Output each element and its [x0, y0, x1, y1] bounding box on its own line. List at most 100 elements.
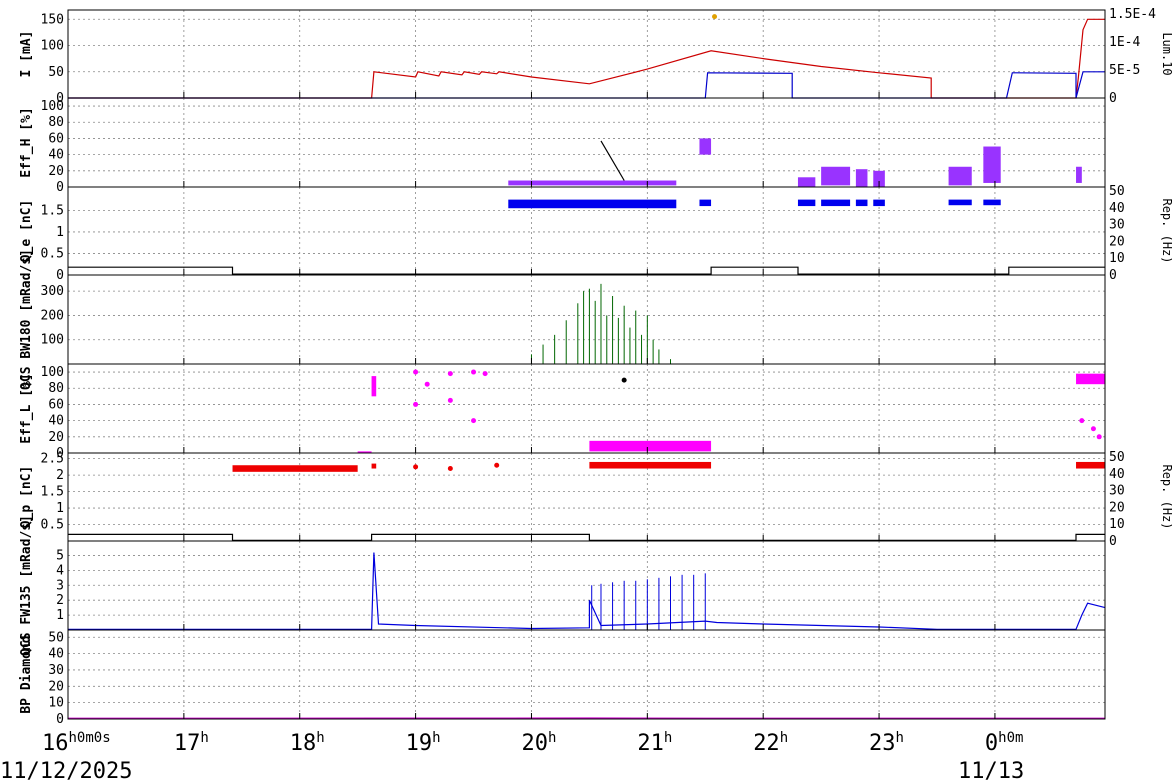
- data-band: [873, 170, 885, 187]
- y-tick-label: 2: [56, 468, 64, 483]
- right-tick-label: 40: [1109, 201, 1125, 216]
- series-qp-1: [68, 533, 1105, 541]
- y-tick-label: 50: [48, 65, 64, 80]
- right-tick-label: 0: [1109, 534, 1117, 549]
- data-point: [1079, 418, 1085, 424]
- series-effl-0: [357, 369, 1105, 454]
- time-tick-label: 23h: [869, 730, 904, 756]
- series-qcsfw-0: [68, 552, 1106, 630]
- data-band: [797, 177, 816, 187]
- y-tick-label: 0: [56, 712, 64, 727]
- data-band: [1076, 373, 1105, 385]
- y-tick-label: 100: [41, 365, 64, 380]
- data-line: [600, 140, 625, 181]
- right-tick-label: 30: [1109, 218, 1125, 233]
- series-qe-0: [508, 199, 1001, 209]
- y-tick-label: 0: [56, 446, 64, 461]
- panel-qcsbw: 100 200 300 QCS BW180 [mRad/s]: [19, 249, 1106, 390]
- time-tick-label: 21h: [637, 730, 672, 756]
- right-axis-label: Lum.10: [1160, 32, 1172, 75]
- data-band: [508, 199, 677, 209]
- series-effl-1: [621, 377, 627, 383]
- data-band: [821, 199, 851, 207]
- y-tick-label: 0: [56, 268, 64, 283]
- y-tick-label: 2.5: [41, 452, 64, 467]
- right-tick-label: 1E-4: [1109, 35, 1140, 50]
- data-point: [413, 464, 419, 470]
- y-tick-label: 60: [48, 397, 64, 412]
- y-tick-label: 100: [41, 39, 64, 54]
- y-tick-label: 1.5: [41, 203, 64, 218]
- y-tick-label: 20: [48, 164, 64, 179]
- y-tick-label: 80: [48, 381, 64, 396]
- time-tick-label: 16h0m0s: [42, 730, 111, 756]
- data-point: [471, 418, 477, 424]
- right-tick-label: 5E-5: [1109, 63, 1140, 78]
- right-axis-label: Rep. (Hz): [1160, 198, 1172, 263]
- y-tick-label: 150: [41, 12, 64, 27]
- right-tick-label: 10: [1109, 251, 1125, 266]
- y-tick-label: 2: [56, 593, 64, 608]
- data-point: [447, 371, 453, 377]
- data-band: [855, 199, 868, 207]
- y-axis-label: Eff_H [%]: [19, 107, 34, 177]
- time-tick-label: 19h: [406, 730, 441, 756]
- data-band: [357, 451, 372, 454]
- data-point: [1096, 434, 1102, 440]
- series-effh-0: [508, 138, 1082, 187]
- y-tick-label: 40: [48, 148, 64, 163]
- y-axis-label: QCS BW180 [mRad/s]: [19, 249, 34, 390]
- series-current-2: [712, 14, 718, 20]
- y-tick-label: 100: [41, 333, 64, 348]
- y-axis-label: Eff_L [%]: [19, 373, 34, 443]
- time-tick-label: 20h: [521, 730, 556, 756]
- data-point: [471, 369, 477, 375]
- data-band: [948, 166, 972, 186]
- data-line: [68, 266, 1105, 275]
- data-band: [1076, 166, 1082, 183]
- data-band: [589, 461, 712, 469]
- y-tick-label: 40: [48, 647, 64, 662]
- panel-frame: [67, 274, 1106, 365]
- panel-current: 0 50 100 150 0 5E-5 1E-4 1.5E-4 Lum.10 I [mA]: [19, 7, 1172, 106]
- y-axis-label: Q_p [nC]: [19, 466, 34, 529]
- y-axis-label: Q_e [nC]: [19, 200, 34, 263]
- data-band: [983, 146, 1001, 183]
- right-tick-label: 50: [1109, 450, 1125, 465]
- series-current-0: [68, 18, 1105, 99]
- data-band: [821, 166, 851, 186]
- right-tick-label: 40: [1109, 467, 1125, 482]
- y-tick-label: 20: [48, 430, 64, 445]
- y-tick-label: 300: [41, 284, 64, 299]
- y-tick-label: 3: [56, 578, 64, 593]
- y-axis-label: QCS FW135 [mRad/s]: [19, 515, 34, 656]
- y-tick-label: 0: [56, 91, 64, 106]
- series-qe-1: [68, 266, 1105, 275]
- time-tick-label: 22h: [753, 730, 788, 756]
- panel-frame: [67, 363, 1106, 454]
- right-tick-label: 20: [1109, 500, 1125, 515]
- right-tick-label: 50: [1109, 184, 1125, 199]
- y-tick-label: 1: [56, 225, 64, 240]
- data-band: [589, 440, 712, 452]
- y-axis-label: BP Diamond: [19, 635, 34, 713]
- data-band: [855, 169, 868, 187]
- right-tick-label: 1.5E-4: [1109, 7, 1156, 22]
- data-point: [447, 466, 453, 472]
- y-tick-label: 80: [48, 115, 64, 130]
- series-current-1: [68, 71, 1105, 99]
- date-start-label: 11/12/2025: [0, 759, 132, 782]
- data-band: [797, 199, 816, 207]
- panel-frame: [67, 452, 1106, 542]
- y-tick-label: 0: [56, 180, 64, 195]
- data-point: [712, 14, 718, 20]
- right-tick-label: 10: [1109, 517, 1125, 532]
- data-point: [413, 369, 419, 375]
- time-tick-label: 0h0m: [985, 730, 1024, 756]
- data-band: [948, 199, 972, 206]
- data-point: [494, 462, 500, 468]
